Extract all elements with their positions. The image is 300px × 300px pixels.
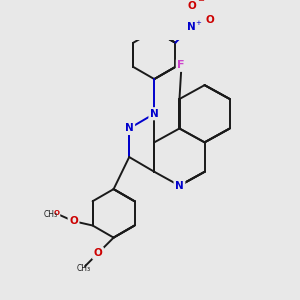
Text: O: O	[69, 216, 78, 226]
Text: −: −	[197, 0, 204, 5]
Text: CH₃: CH₃	[44, 210, 58, 219]
Text: O: O	[94, 248, 102, 258]
Text: N: N	[175, 181, 184, 190]
Text: +: +	[195, 20, 201, 26]
Text: O: O	[206, 15, 214, 25]
Text: N: N	[187, 22, 195, 32]
Text: F: F	[177, 60, 185, 70]
Text: N: N	[125, 124, 134, 134]
Text: N: N	[150, 109, 159, 119]
Text: O: O	[188, 1, 196, 11]
Text: O: O	[53, 210, 59, 216]
Text: CH₃: CH₃	[76, 264, 90, 273]
